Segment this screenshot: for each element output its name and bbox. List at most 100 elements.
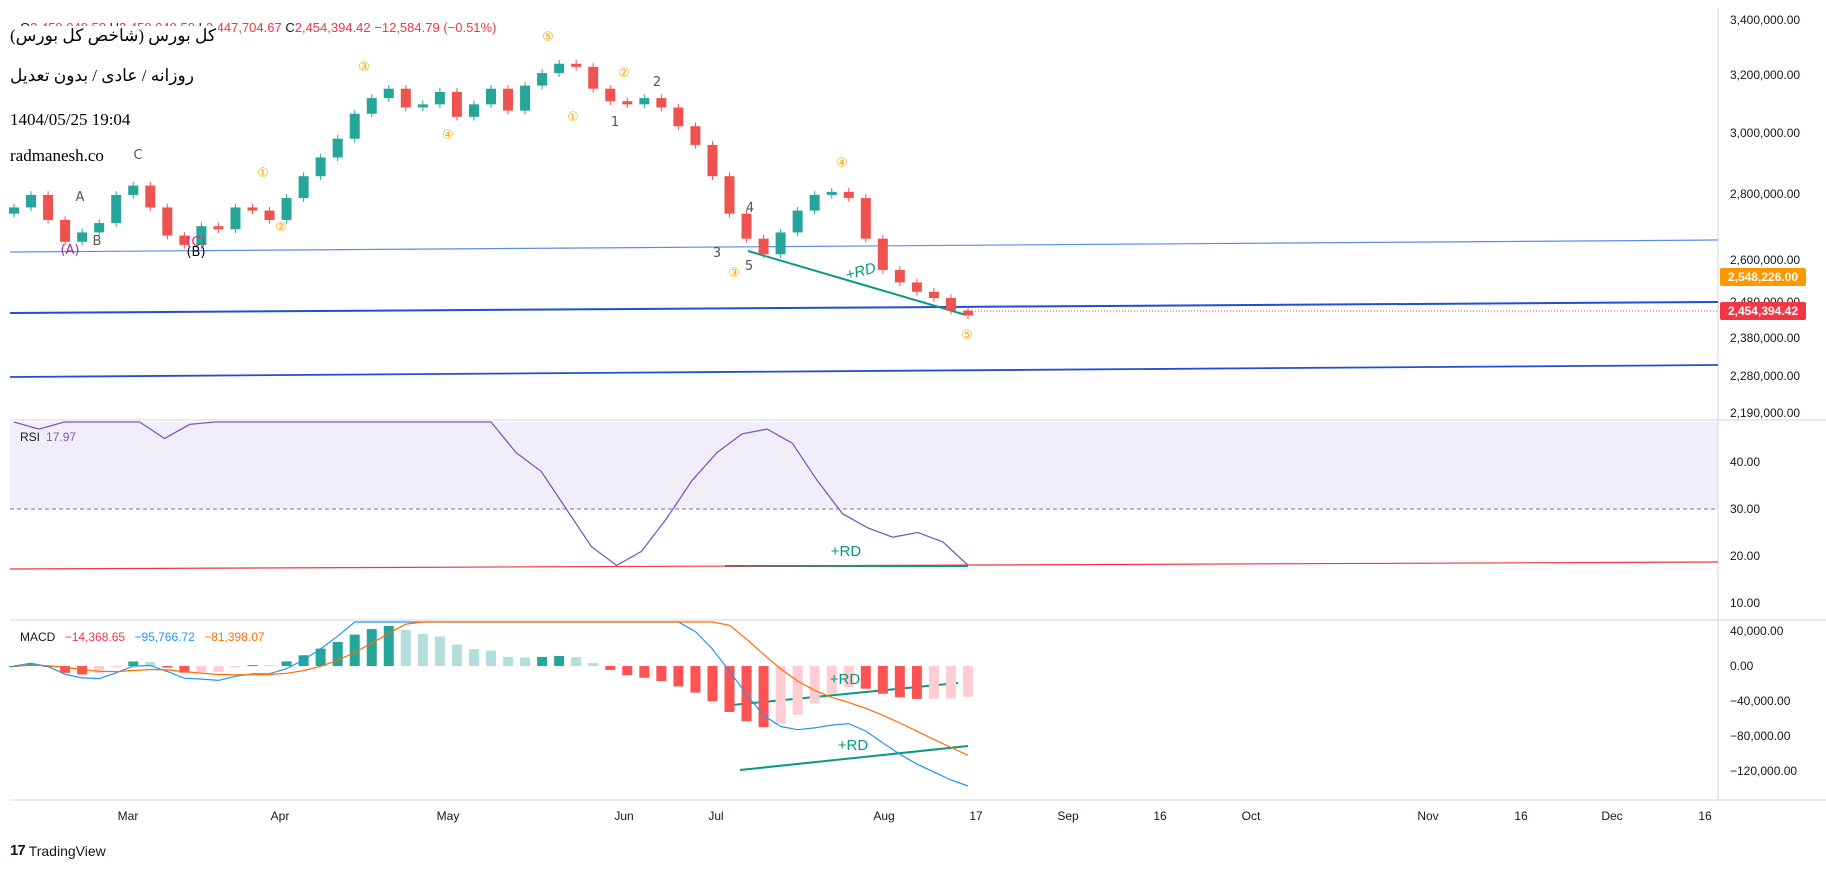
candle-body (792, 210, 803, 233)
macd-histogram-bar (247, 665, 258, 667)
wave-label: ② (618, 66, 630, 81)
macd-tick-label: −40,000.00 (1730, 694, 1791, 708)
macd-histogram-bar (792, 666, 803, 715)
macd-histogram-bar (94, 666, 105, 674)
candle-body (911, 282, 922, 292)
candle-body (128, 185, 139, 195)
rd-label: +RD (838, 737, 869, 754)
macd-histogram-bar (9, 666, 19, 667)
candle-body (520, 85, 531, 111)
candle-body (945, 298, 956, 311)
wave-label: ③ (358, 60, 370, 75)
macd-histogram-bar (673, 666, 684, 687)
candle-body (400, 88, 411, 108)
macd-histogram-bar (503, 656, 514, 666)
wave-label: 2 (653, 75, 661, 90)
time-tick-label: Aug (873, 809, 894, 823)
macd-histogram-bar (775, 666, 786, 724)
macd-group (9, 621, 973, 787)
wave-label: ④ (442, 128, 454, 143)
tradingview-brand[interactable]: 17 TradingView (10, 842, 106, 859)
macd-value: −95,766.72 (134, 630, 195, 644)
macd-histogram-bar (179, 666, 190, 673)
price-tag-last: 2,454,394.42 (1720, 302, 1806, 320)
wave-label: (C) (186, 235, 205, 250)
price-tick-label: 2,280,000.00 (1730, 369, 1800, 383)
rsi-red-trendline[interactable] (9, 561, 1719, 570)
macd-histogram-bar (554, 655, 565, 666)
candle-body (775, 232, 786, 255)
trendline-support-2[interactable] (9, 301, 1719, 314)
rsi-line (13, 421, 969, 567)
macd-histogram-bar (77, 666, 88, 675)
candle-body (486, 88, 496, 105)
rsi-tick-label: 40.00 (1730, 455, 1760, 469)
candle-body (230, 207, 241, 230)
macd-tick-label: 40,000.00 (1730, 624, 1784, 638)
wave-label: 5 (745, 259, 753, 274)
candle-body (860, 198, 871, 239)
candle-body (622, 101, 633, 105)
macd-tick-label: −80,000.00 (1730, 729, 1791, 743)
wave-label: A (76, 190, 85, 205)
macd-histogram-bar (417, 633, 428, 666)
candle-body (741, 213, 752, 239)
time-tick-label: Dec (1601, 809, 1622, 823)
time-tick-label: 16 (1698, 809, 1712, 823)
candle-body (707, 144, 718, 177)
macd-histogram-bar (196, 666, 207, 673)
time-tick-label: 16 (1514, 809, 1528, 823)
macd-histogram-bar (520, 657, 531, 666)
time-tick-label: Jun (614, 809, 633, 823)
macd-hist-value: −14,368.65 (64, 630, 126, 644)
trendline-support-3[interactable] (9, 364, 1719, 378)
rsi-legend[interactable]: RSI 17.97 (20, 430, 76, 444)
trendline-support-1[interactable] (9, 239, 1719, 253)
rd-line-macd[interactable] (739, 745, 969, 771)
candle-body (843, 191, 854, 199)
macd-histogram-bar (264, 665, 275, 667)
time-tick-label: 17 (969, 809, 983, 823)
candle-body (247, 207, 258, 211)
tradingview-name: TradingView (28, 842, 106, 859)
price-tick-label: 3,400,000.00 (1730, 13, 1800, 27)
rsi-tick-label: 10.00 (1730, 596, 1760, 610)
macd-tick-label: −120,000.00 (1730, 764, 1797, 778)
macd-histogram-bar (928, 666, 939, 699)
candle-body (366, 98, 377, 114)
candle-body (43, 194, 54, 220)
candle-body (673, 107, 684, 127)
macd-histogram-bar (877, 666, 888, 694)
macd-histogram-bar (298, 655, 309, 666)
macd-histogram-bar (537, 656, 548, 666)
rsi-value: 17.97 (46, 430, 77, 444)
macd-histogram-bar (128, 661, 139, 666)
wave-label: ② (275, 220, 287, 235)
time-tick-label: Oct (1242, 809, 1261, 823)
rsi-tick-label: 20.00 (1730, 549, 1760, 563)
macd-name: MACD (20, 630, 56, 644)
macd-histogram-bar (894, 666, 905, 698)
macd-histogram-bar (434, 636, 445, 666)
macd-histogram-bar (605, 666, 616, 670)
candle-body (9, 207, 19, 214)
macd-histogram-bar (366, 629, 377, 666)
ohlc-change: −12,584.79 (−0.51%) (374, 20, 497, 35)
candle-body (60, 219, 71, 242)
macd-histogram-bar (707, 666, 718, 702)
macd-histogram-bar (111, 666, 122, 668)
macd-histogram-bar (724, 666, 735, 713)
macd-legend[interactable]: MACD −14,368.65 −95,766.72 −81,398.07 (20, 630, 265, 644)
candle-body (264, 210, 275, 220)
candle-body (809, 194, 820, 211)
tradingview-logo-icon: 17 (10, 842, 26, 859)
rd-line-price[interactable] (747, 250, 967, 316)
time-tick-label: Nov (1417, 809, 1438, 823)
wave-label: ⑤ (961, 328, 973, 343)
macd-tick-label: 0.00 (1730, 659, 1754, 673)
price-tick-label: 2,190,000.00 (1730, 406, 1800, 420)
rd-label: +RD (830, 671, 861, 688)
wave-label: 4 (746, 201, 754, 216)
candle-body (349, 113, 360, 139)
